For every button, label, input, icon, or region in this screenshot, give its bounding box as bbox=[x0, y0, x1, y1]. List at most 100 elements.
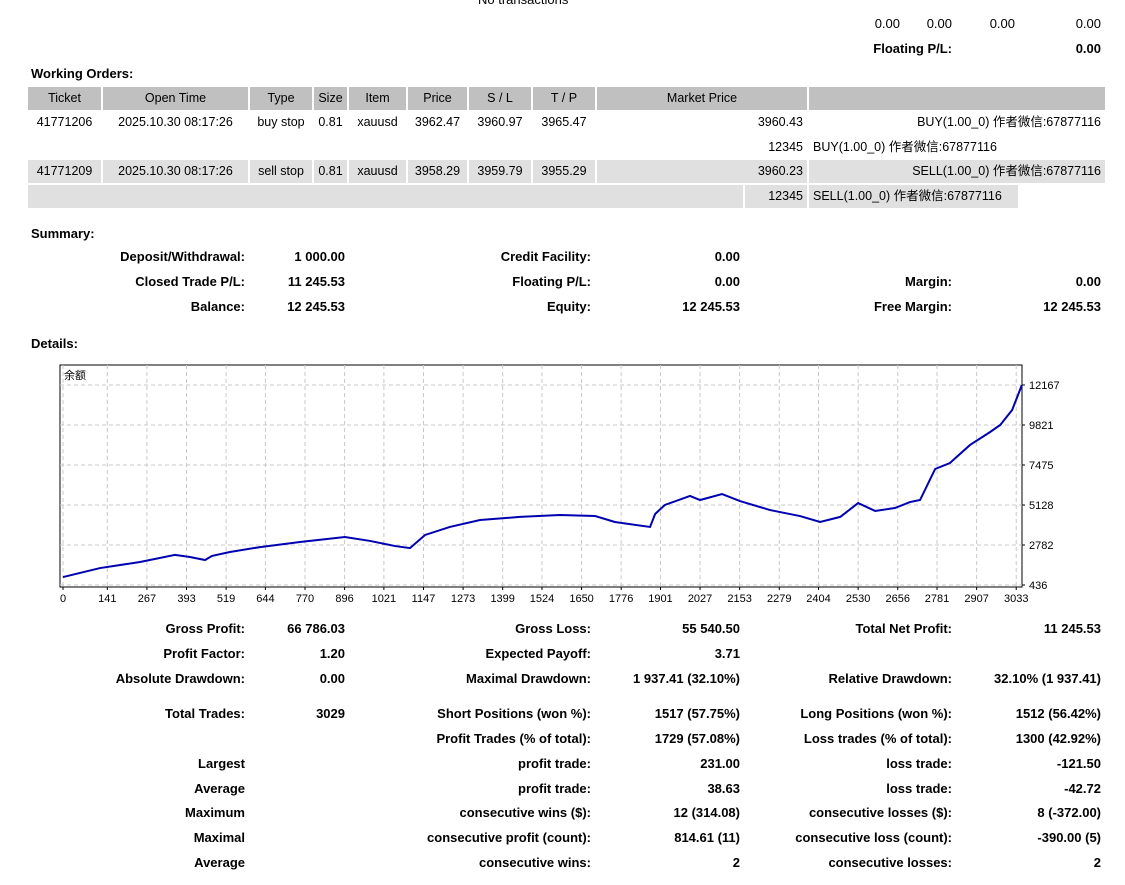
order-size: 0.81 bbox=[314, 160, 347, 183]
order-price: 3958.29 bbox=[408, 160, 467, 183]
stat-value: 3029 bbox=[316, 706, 345, 721]
stat-value: 1 937.41 (32.10%) bbox=[633, 671, 740, 686]
x-tick-label: 1650 bbox=[569, 593, 593, 605]
stat-label: Loss trades (% of total): bbox=[803, 731, 952, 746]
x-tick-label: 2404 bbox=[806, 593, 830, 605]
stat-value: 12 245.53 bbox=[1043, 299, 1101, 314]
stat-value: 1517 (57.75%) bbox=[654, 706, 740, 721]
stat-label: profit trade: bbox=[518, 756, 591, 771]
order-comment: BUY(1.00_0) 作者微信:67877116 bbox=[917, 115, 1101, 129]
stat-value: 1.20 bbox=[319, 646, 345, 661]
stat-value: 11 245.53 bbox=[287, 274, 345, 289]
order-tp: 3955.29 bbox=[533, 160, 595, 183]
stat-label: Average bbox=[194, 855, 245, 870]
order-comment: SELL(1.00_0) 作者微信:67877116 bbox=[809, 160, 1105, 183]
stat-value: 2 bbox=[732, 855, 740, 870]
stat-label: Maximum bbox=[185, 805, 245, 820]
stat-value: 12 245.53 bbox=[682, 299, 740, 314]
balance-line bbox=[62, 384, 1023, 579]
stat-label: Equity: bbox=[546, 299, 591, 314]
y-tick-label: 436 bbox=[1029, 580, 1047, 592]
x-tick-label: 1147 bbox=[412, 593, 436, 605]
x-tick-label: 1524 bbox=[530, 593, 554, 605]
chart-title: 余额 bbox=[64, 368, 86, 382]
total-value: 0.00 bbox=[989, 16, 1015, 31]
y-tick-label: 7475 bbox=[1029, 460, 1053, 472]
stat-value: 0.00 bbox=[319, 671, 345, 686]
x-tick-label: 2279 bbox=[767, 593, 791, 605]
stat-label: Average bbox=[194, 781, 245, 796]
working-orders-title: Working Orders: bbox=[31, 66, 134, 81]
order-type: buy stop bbox=[257, 115, 305, 129]
stat-value: 12 245.53 bbox=[287, 299, 345, 314]
stat-label: loss trade: bbox=[886, 756, 952, 771]
order-sl: 3959.79 bbox=[469, 160, 531, 183]
x-tick-label: 2907 bbox=[964, 593, 988, 605]
stat-label: consecutive losses: bbox=[828, 855, 952, 870]
stat-label: Free Margin: bbox=[873, 299, 952, 314]
column-header: Market Price bbox=[597, 87, 807, 110]
stat-value: -42.72 bbox=[1064, 781, 1101, 796]
total-value: 0.00 bbox=[874, 16, 900, 31]
stat-label: consecutive profit (count): bbox=[427, 830, 591, 845]
column-header bbox=[809, 87, 1105, 110]
x-tick-label: 770 bbox=[296, 593, 314, 605]
x-tick-label: 644 bbox=[256, 593, 274, 605]
stat-label: Long Positions (won %): bbox=[800, 706, 952, 721]
stat-label: loss trade: bbox=[886, 781, 952, 796]
stat-value: 8 (-372.00) bbox=[1037, 805, 1101, 820]
column-header: Price bbox=[408, 87, 467, 110]
stat-label: Profit Trades (% of total): bbox=[436, 731, 591, 746]
stat-label: Maximal bbox=[193, 830, 245, 845]
stat-label: profit trade: bbox=[518, 781, 591, 796]
stat-label: Expected Payoff: bbox=[485, 646, 591, 661]
stat-value: -390.00 (5) bbox=[1037, 830, 1101, 845]
column-header: S / L bbox=[469, 87, 531, 110]
x-tick-label: 2153 bbox=[727, 593, 751, 605]
stat-label: Total Trades: bbox=[165, 706, 245, 721]
stat-value: 11 245.53 bbox=[1043, 621, 1101, 636]
stat-label: Relative Drawdown: bbox=[828, 671, 952, 686]
order-open-time: 2025.10.30 08:17:26 bbox=[118, 115, 233, 129]
stat-value: 0.00 bbox=[714, 274, 740, 289]
column-header: Ticket bbox=[28, 87, 101, 110]
stat-label: consecutive wins: bbox=[479, 855, 591, 870]
stat-label: Gross Profit: bbox=[165, 621, 245, 636]
order-type: sell stop bbox=[250, 160, 312, 183]
stat-value: 0.00 bbox=[1075, 274, 1101, 289]
order-open-time: 2025.10.30 08:17:26 bbox=[103, 160, 248, 183]
order-sl: 3960.97 bbox=[477, 115, 523, 129]
stat-value: 0.00 bbox=[714, 249, 740, 264]
stat-value: 12 (314.08) bbox=[673, 805, 741, 820]
y-tick-label: 2782 bbox=[1029, 540, 1053, 552]
x-tick-label: 267 bbox=[138, 593, 156, 605]
total-value: 0.00 bbox=[926, 16, 952, 31]
column-header: Size bbox=[314, 87, 347, 110]
stat-value: 32.10% (1 937.41) bbox=[994, 671, 1101, 686]
order-ticket: 41771209 bbox=[28, 160, 101, 183]
stat-label: Margin: bbox=[905, 274, 952, 289]
stat-label: Short Positions (won %): bbox=[437, 706, 591, 721]
x-tick-label: 519 bbox=[217, 593, 235, 605]
stat-label: Profit Factor: bbox=[163, 646, 245, 661]
stat-value: 1512 (56.42%) bbox=[1015, 706, 1101, 721]
x-tick-label: 896 bbox=[335, 593, 353, 605]
stat-label: consecutive loss (count): bbox=[795, 830, 952, 845]
floating-pl-value: 0.00 bbox=[1075, 41, 1101, 56]
order-sub-id: 12345 bbox=[768, 140, 803, 154]
y-tick-label: 9821 bbox=[1029, 420, 1053, 432]
stat-label: Deposit/Withdrawal: bbox=[120, 249, 245, 264]
column-header: T / P bbox=[533, 87, 595, 110]
details-title: Details: bbox=[31, 336, 78, 351]
floating-pl-label: Floating P/L: bbox=[873, 41, 952, 56]
stat-label: Largest bbox=[198, 756, 245, 771]
order-ticket: 41771206 bbox=[36, 115, 93, 129]
order-item: xauusd bbox=[357, 115, 398, 129]
stat-label: consecutive losses ($): bbox=[808, 805, 952, 820]
x-tick-label: 2656 bbox=[886, 593, 910, 605]
x-tick-label: 1021 bbox=[372, 593, 396, 605]
x-tick-label: 0 bbox=[60, 593, 66, 605]
stat-label: Balance: bbox=[190, 299, 245, 314]
column-header: Open Time bbox=[103, 87, 248, 110]
